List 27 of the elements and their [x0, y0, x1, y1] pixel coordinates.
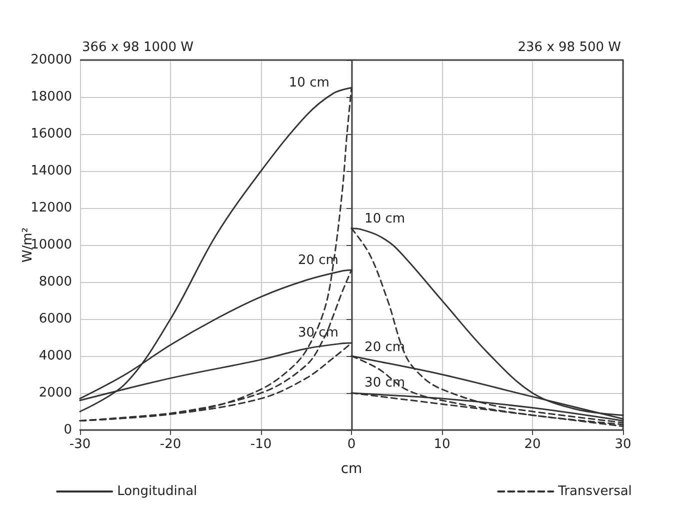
y-tick-label: 14000: [30, 164, 72, 178]
x-tick-label: 0: [347, 437, 356, 452]
x-tick-label: 10: [434, 437, 450, 452]
y-tick-label: 8000: [38, 274, 72, 290]
text: 236 x 98 500 W: [518, 40, 622, 55]
text: 366 x 98 1000 W: [82, 40, 194, 55]
x-tick-label: -30: [69, 437, 91, 452]
annotation: 20 cm: [364, 340, 406, 355]
y-tick-label: 20000: [30, 52, 72, 68]
y-tick-label: 12000: [30, 200, 72, 216]
annotation: 10 cm: [364, 211, 406, 226]
x-tick-label: 30: [614, 437, 632, 452]
annotation: 20 cm: [298, 252, 338, 268]
y-tick-label: 16000: [30, 126, 72, 142]
y-tick-label: 6000: [38, 312, 72, 326]
x-tick-label: -20: [160, 437, 182, 452]
x-axis-title: cm: [340, 461, 362, 477]
x-tick-label: -10: [250, 437, 272, 452]
annotation: 30 cm: [298, 325, 338, 340]
y-tick-label: 4000: [38, 348, 72, 364]
annotation: 10 cm: [288, 75, 330, 90]
y-tick-label: 18000: [30, 90, 72, 104]
y-tick-label: 2000: [38, 386, 72, 400]
x-tick-label: 20: [524, 437, 541, 452]
y-tick-label: 0: [64, 422, 72, 438]
legend-label: Longitudinal: [117, 484, 198, 499]
legend-label: Transversal: [557, 484, 632, 499]
